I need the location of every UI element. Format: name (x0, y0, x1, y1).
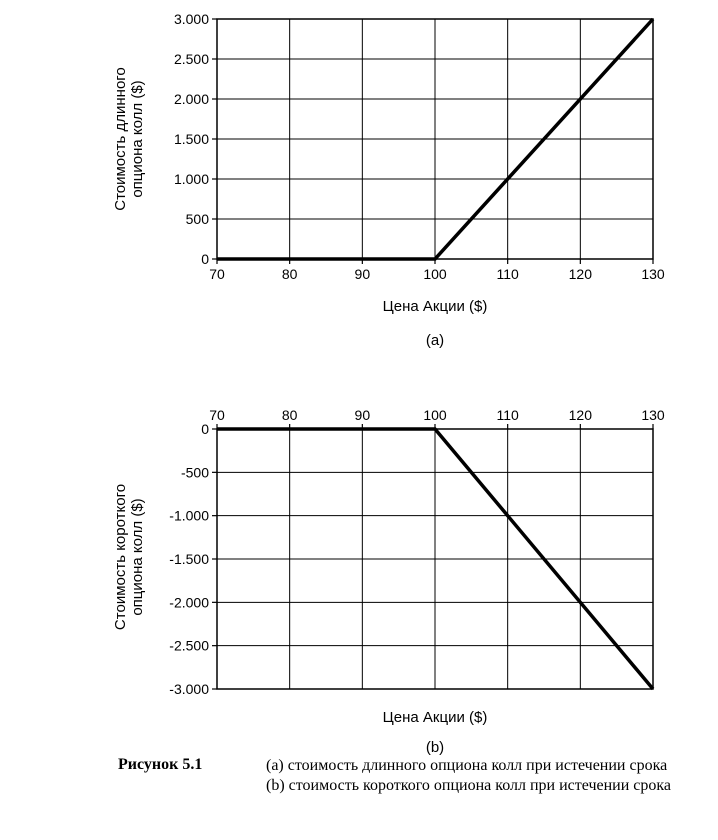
chart-a-y-axis-label: Стоимость длинногоопциона колл ($) (112, 67, 146, 211)
chart-a-xtick-label-6: 130 (641, 266, 665, 282)
figure-caption: (a) стоимость длинного опциона колл при … (266, 756, 671, 796)
chart-b-ytick-label-2: -2.000 (169, 594, 209, 610)
chart-b-xtick-label-0: 70 (209, 407, 225, 423)
chart-b-panel-label: (b) (426, 739, 444, 756)
chart-a-ytick-label-5: 2.500 (174, 51, 209, 67)
chart-b-y-axis-label-line-1: опциона колл ($) (129, 498, 146, 615)
chart-a-series-line-0 (217, 17, 655, 261)
chart-a-panel-label: (a) (426, 332, 444, 349)
chart-b: -3.000 -2.500 -2.000 -1.500 -1.000 -500 070 80 9… (112, 407, 665, 756)
chart-b-x-axis-label: Цена Акции ($) (383, 709, 488, 726)
figure-caption-line-b: (b) стоимость короткого опциона колл при… (266, 777, 672, 794)
chart-a-xtick-label-1: 80 (282, 266, 298, 282)
chart-a-xtick-label-0: 70 (209, 266, 225, 282)
figure-caption-line-a: (a) стоимость длинного опциона колл при … (266, 757, 668, 774)
chart-b-xtick-label-3: 100 (423, 407, 447, 423)
chart-a-ytick-label-4: 2.000 (174, 91, 209, 107)
chart-a-xtick-label-2: 90 (355, 266, 371, 282)
chart-a-ytick-label-6: 3.000 (174, 11, 209, 27)
chart-a-y-axis-label-line-1: опциона колл ($) (129, 80, 146, 197)
chart-b-xtick-label-6: 130 (641, 407, 665, 423)
chart-a-x-axis-label: Цена Акции ($) (383, 298, 488, 315)
chart-b-y-axis-label-line-0: Стоимость короткого (112, 484, 129, 630)
chart-b-ytick-label-6: 0 (201, 421, 209, 437)
chart-b-ytick-label-4: -1.000 (169, 508, 209, 524)
chart-a-ytick-label-2: 1.000 (174, 171, 209, 187)
chart-b-series-line-0 (217, 427, 655, 691)
chart-b-ytick-label-0: -3.000 (169, 681, 209, 697)
chart-b-xtick-label-5: 120 (569, 407, 593, 423)
chart-a-xtick-label-4: 110 (497, 266, 520, 282)
chart-b-ytick-label-3: -1.500 (169, 551, 209, 567)
chart-b-xtick-label-4: 110 (497, 407, 520, 423)
chart-a-ytick-label-3: 1.500 (174, 131, 209, 147)
chart-b-xtick-label-2: 90 (355, 407, 371, 423)
chart-b-ytick-label-5: -500 (181, 464, 209, 480)
chart-a-y-axis-label-line-0: Стоимость длинного (112, 67, 129, 211)
figure-caption-label: Рисунок 5.1 (118, 756, 203, 773)
chart-b-y-axis-label: Стоимость короткогоопциона колл ($) (112, 484, 146, 630)
chart-a-ytick-label-0: 0 (201, 251, 209, 267)
chart-b-xtick-label-1: 80 (282, 407, 298, 423)
chart-a-xtick-label-3: 100 (423, 266, 447, 282)
chart-a-ytick-label-1: 500 (186, 211, 210, 227)
chart-b-ytick-label-1: -2.500 (169, 638, 209, 654)
chart-a: 0 500 1.000 1.500 2.000 2.500 3.000 70 80 90 100 11… (112, 11, 665, 349)
chart-a-xtick-label-5: 120 (569, 266, 593, 282)
